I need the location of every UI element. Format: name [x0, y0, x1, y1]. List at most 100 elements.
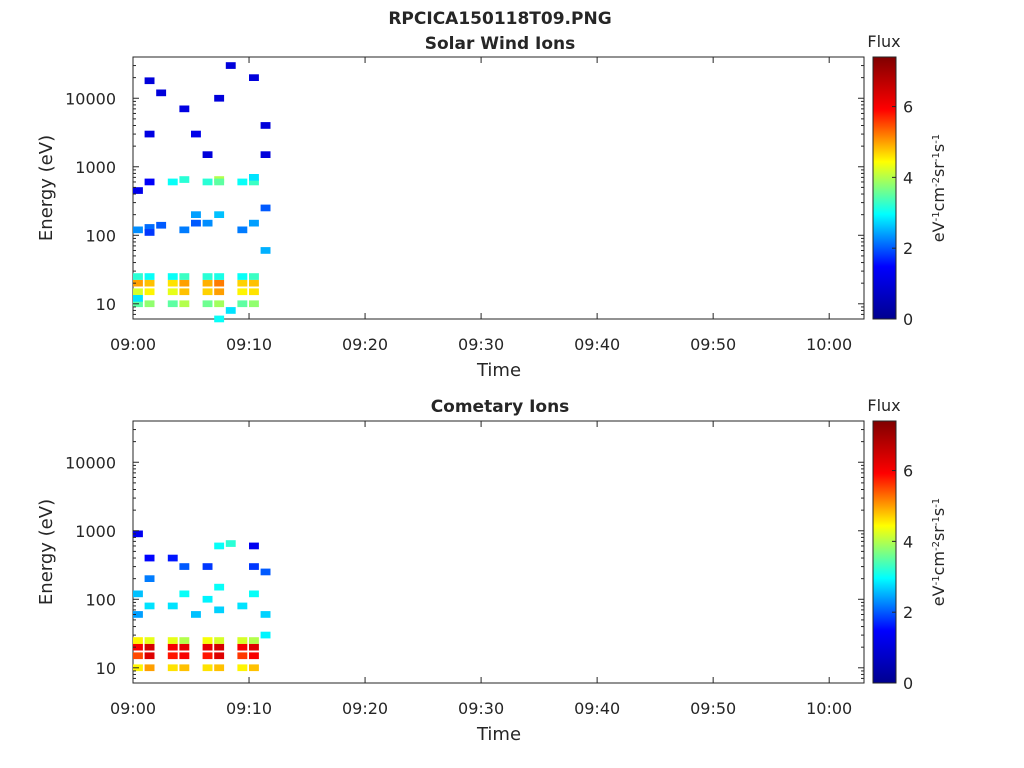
heatmap-cell [249, 590, 259, 598]
heatmap-cell [191, 611, 201, 618]
heatmap-cell [214, 637, 225, 644]
heatmap-cell [144, 229, 155, 236]
y-tick-label: 1000 [75, 158, 116, 177]
heatmap-cell [144, 130, 155, 138]
heatmap-cell [179, 105, 190, 113]
heatmap-cell [214, 643, 225, 651]
heatmap-cell [144, 554, 155, 562]
solar-wind-panel: Solar Wind Ions 09:00 09:10 09:20 09:30 09:4… [36, 32, 948, 381]
panel-title: Cometary Ions [431, 397, 570, 417]
x-tick-label: 09:50 [690, 335, 736, 354]
heatmap-cell [167, 602, 178, 610]
heatmap-cell [260, 611, 271, 618]
heatmap-cell [202, 595, 213, 603]
heatmap-cell [260, 204, 271, 212]
colorbar-tick-label: 2 [903, 603, 913, 622]
heatmap-cell [167, 652, 178, 660]
colorbar-tick-label: 4 [903, 168, 913, 187]
heatmap-cell [133, 273, 143, 280]
heatmap-cell [237, 288, 248, 296]
heatmap-cell [249, 563, 259, 570]
heatmap-cell [260, 631, 271, 639]
heatmap-cell [179, 226, 190, 234]
heatmap-cell [249, 219, 259, 227]
y-tick-label: 10000 [65, 453, 116, 472]
cometary-panel: Cometary Ions 09:00 09:10 09:20 09:30 09:40 0… [36, 396, 948, 745]
heatmap-cell [202, 637, 213, 644]
heatmap-cell [214, 300, 225, 308]
y-tick-label: 10 [96, 659, 116, 678]
colorbar-tick-label: 0 [903, 310, 913, 329]
heatmap-cell [144, 602, 155, 610]
heatmap-cell [133, 530, 143, 538]
heatmap-cell [214, 315, 225, 323]
colorbar-tick-label: 6 [903, 462, 913, 481]
heatmap-cell [249, 174, 259, 181]
heatmap-cell [167, 279, 178, 287]
heatmap-cells [133, 530, 271, 672]
heatmap-cell [237, 273, 248, 280]
heatmap-cell [237, 279, 248, 287]
heatmap-cell [167, 178, 178, 186]
x-axis-label: Time [476, 724, 521, 745]
heatmap-cell [144, 224, 155, 231]
heatmap-cell [237, 652, 248, 660]
x-axis-label: Time [476, 360, 521, 381]
y-tick-label: 100 [85, 590, 116, 609]
colorbar-ticks: 0 2 4 6 [892, 98, 913, 329]
heatmap-cell [144, 643, 155, 651]
heatmap-cell [144, 178, 155, 186]
heatmap-cell [179, 279, 190, 287]
heatmap-cell [202, 219, 213, 227]
heatmap-cell [214, 279, 225, 287]
heatmap-cell [191, 130, 201, 138]
heatmap-cell [249, 542, 259, 550]
heatmap-cell [249, 273, 259, 280]
x-tick-label: 09:40 [574, 335, 620, 354]
heatmap-cell [167, 643, 178, 651]
heatmap-cell [167, 664, 178, 672]
heatmap-cell [133, 226, 143, 234]
y-axis-ticks: 10 100 1000 10000 [65, 56, 864, 320]
colorbar-units: eV-1cm-2sr-1s-1 [929, 134, 948, 242]
x-axis-ticks: 09:00 09:10 09:20 09:30 09:40 09:50 10:00 [110, 421, 852, 718]
heatmap-cell [191, 211, 201, 218]
heatmap-cell [237, 300, 248, 308]
x-tick-label: 09:20 [342, 335, 388, 354]
heatmap-cell [237, 178, 248, 186]
heatmap-cell [214, 583, 225, 591]
colorbar-tick-label: 0 [903, 674, 913, 693]
heatmap-cell [167, 637, 178, 644]
heatmap-cell [214, 652, 225, 660]
x-tick-label: 09:00 [110, 335, 156, 354]
y-axis-label: Energy (eV) [36, 135, 57, 241]
x-tick-label: 09:50 [690, 699, 736, 718]
heatmap-cell [156, 221, 167, 229]
heatmap-cell [144, 279, 155, 287]
x-axis-ticks: 09:00 09:10 09:20 09:30 09:40 09:50 10:00 [110, 57, 852, 354]
heatmap-cell [133, 637, 143, 644]
heatmap-cell [144, 273, 155, 280]
heatmap-cell [214, 94, 225, 102]
heatmap-cell [214, 606, 225, 614]
heatmap-cell [133, 652, 143, 660]
heatmap-cell [144, 652, 155, 660]
heatmap-cell [260, 568, 271, 576]
heatmap-cell [179, 590, 190, 598]
heatmap-cell [133, 187, 143, 194]
heatmap-cell [260, 151, 271, 158]
heatmap-cell [214, 178, 225, 186]
heatmap-cell [202, 643, 213, 651]
heatmap-cell [260, 122, 271, 129]
heatmap-cell [133, 279, 143, 287]
heatmap-cell [179, 288, 190, 296]
y-tick-label: 10000 [65, 89, 116, 108]
colorbar-tick-label: 6 [903, 98, 913, 117]
colorbar-ticks: 0 2 4 6 [892, 462, 913, 693]
heatmap-cell [214, 273, 225, 280]
y-tick-label: 1000 [75, 522, 116, 541]
panel-title: Solar Wind Ions [425, 34, 576, 54]
heatmap-cell [133, 288, 143, 296]
heatmap-cell [144, 637, 155, 644]
